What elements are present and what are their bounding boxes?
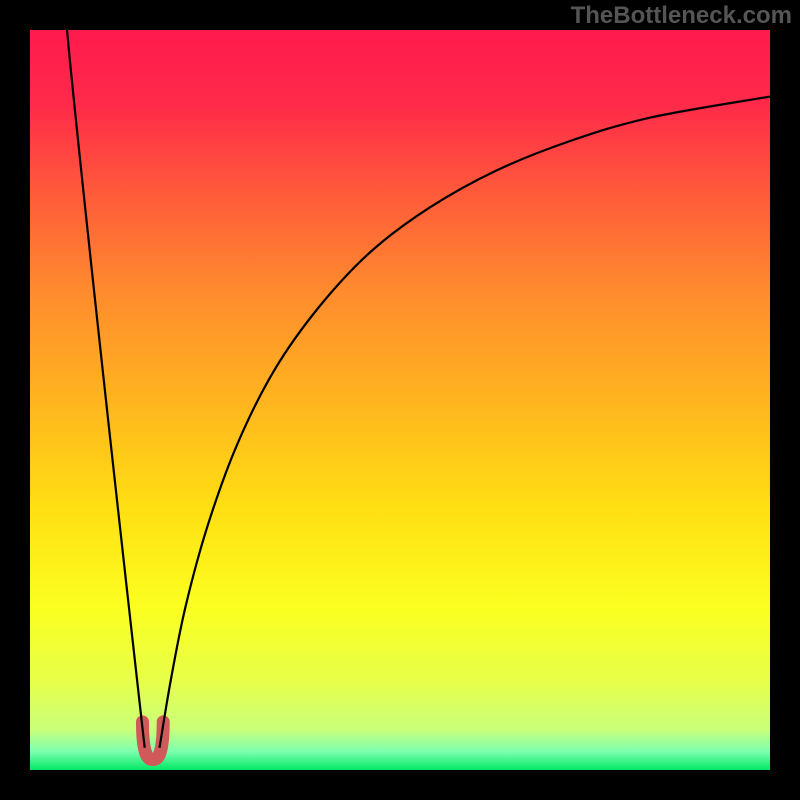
watermark-text: TheBottleneck.com bbox=[571, 2, 792, 30]
curve-left-branch bbox=[67, 30, 145, 748]
plot-area bbox=[30, 30, 770, 770]
curve-layer bbox=[30, 30, 770, 770]
chart-container: TheBottleneck.com bbox=[0, 0, 800, 800]
curve-right-branch bbox=[160, 97, 771, 748]
